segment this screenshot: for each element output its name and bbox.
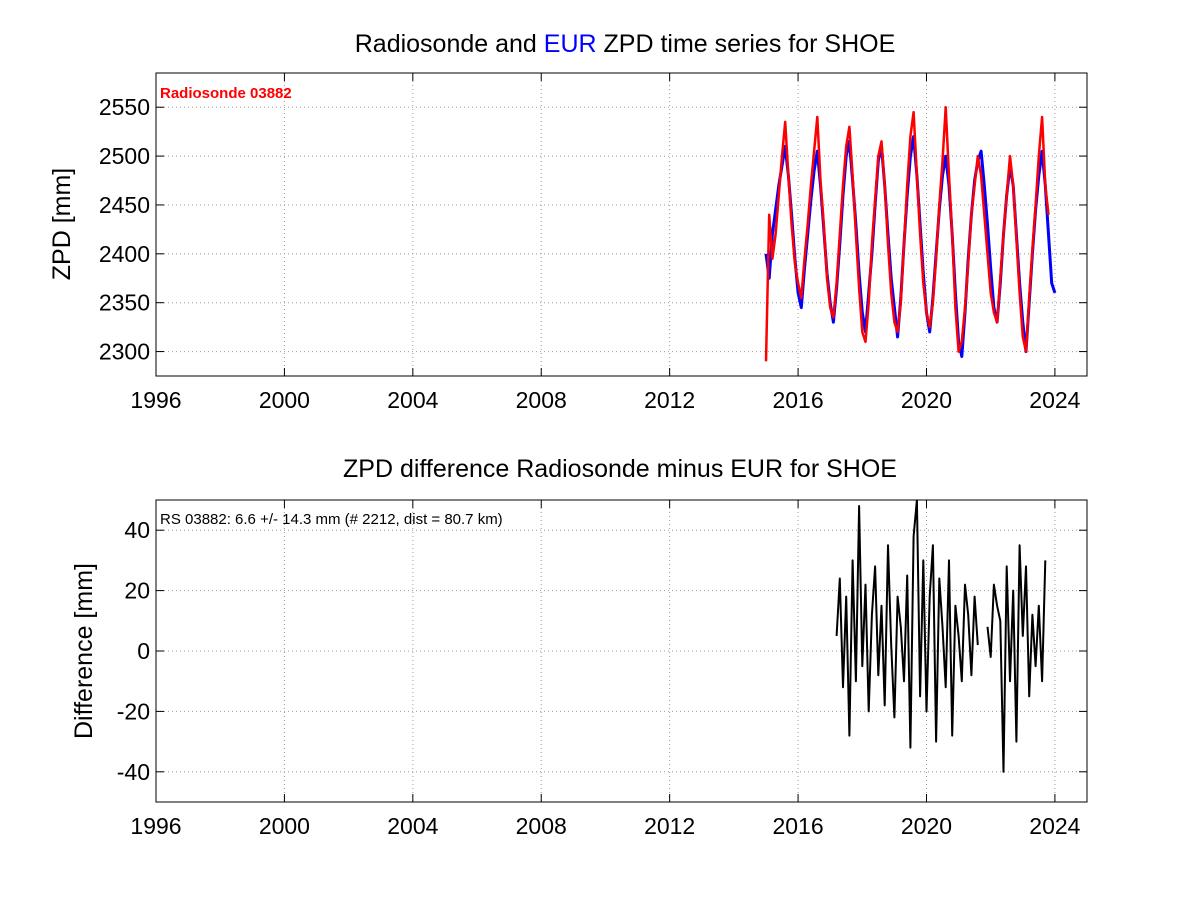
top-x-tick-label: 1996 bbox=[130, 387, 181, 413]
bottom-y-axis-label: Difference [mm] bbox=[70, 563, 98, 739]
bottom-series-difference-line bbox=[835, 500, 979, 749]
top-x-tick-label: 2020 bbox=[901, 387, 952, 413]
top-chart-title: Radiosonde and EUR ZPD time series for S… bbox=[355, 30, 896, 58]
top-y-tick-label: 2550 bbox=[99, 94, 150, 120]
top-annotation: Radiosonde 03882 bbox=[160, 85, 292, 102]
bottom-y-tick-label: 20 bbox=[124, 578, 150, 604]
bottom-y-tick-labels: -40 -20 0 20 40 bbox=[117, 517, 150, 785]
top-x-tick-label: 2024 bbox=[1029, 387, 1080, 413]
zpd-difference-panel: ZPD difference Radiosonde minus EUR for … bbox=[70, 455, 1088, 839]
bottom-title-text: ZPD difference Radiosonde minus EUR for … bbox=[343, 455, 897, 483]
top-x-tick-label: 2008 bbox=[516, 387, 567, 413]
bottom-x-tick-label: 2008 bbox=[516, 813, 567, 839]
bottom-y-tick-label: 40 bbox=[124, 517, 150, 543]
top-x-tick-label: 2004 bbox=[387, 387, 438, 413]
bottom-series-difference-line bbox=[986, 544, 1047, 773]
top-axes-frame bbox=[155, 72, 1088, 377]
bottom-x-tick-label: 2016 bbox=[772, 813, 823, 839]
title-part-3: ZPD time series for SHOE bbox=[597, 30, 896, 58]
bottom-x-tick-label: 2004 bbox=[387, 813, 438, 839]
title-part-2-eur: EUR bbox=[544, 30, 597, 58]
bottom-x-tick-label: 1996 bbox=[130, 813, 181, 839]
top-x-tick-label: 2000 bbox=[259, 387, 310, 413]
zpd-time-series-panel: Radiosonde and EUR ZPD time series for S… bbox=[48, 30, 1088, 413]
top-series-group bbox=[764, 105, 1057, 362]
bottom-y-tick-label: -40 bbox=[117, 759, 150, 785]
top-y-tick-label: 2450 bbox=[99, 192, 150, 218]
bottom-x-tick-label: 2020 bbox=[901, 813, 952, 839]
top-x-tick-label: 2012 bbox=[644, 387, 695, 413]
bottom-x-tick-label: 2024 bbox=[1029, 813, 1080, 839]
top-grid bbox=[156, 73, 1087, 376]
bottom-x-tick-label: 2012 bbox=[644, 813, 695, 839]
top-y-axis-label: ZPD [mm] bbox=[48, 168, 76, 281]
bottom-chart-title: ZPD difference Radiosonde minus EUR for … bbox=[343, 455, 897, 483]
title-part-1: Radiosonde and bbox=[355, 30, 544, 58]
bottom-series-group bbox=[835, 500, 1047, 773]
top-y-tick-label: 2400 bbox=[99, 241, 150, 267]
top-y-tick-label: 2500 bbox=[99, 143, 150, 169]
top-y-tick-label: 2300 bbox=[99, 339, 150, 365]
top-series-radiosonde-03882-line bbox=[764, 105, 1050, 362]
bottom-x-tick-labels: 1996 2000 2004 2008 2012 2016 2020 2024 bbox=[130, 813, 1080, 839]
top-y-tick-label: 2350 bbox=[99, 290, 150, 316]
bottom-y-tick-label: 0 bbox=[137, 638, 150, 664]
bottom-y-tick-label: -20 bbox=[117, 698, 150, 724]
top-x-tick-label: 2016 bbox=[772, 387, 823, 413]
top-y-tick-labels: 2300 2350 2400 2450 2500 2550 bbox=[99, 94, 150, 364]
top-ticks bbox=[155, 73, 1087, 376]
bottom-annotation: RS 03882: 6.6 +/- 14.3 mm (# 2212, dist … bbox=[160, 511, 503, 528]
top-x-tick-labels: 1996 2000 2004 2008 2012 2016 2020 2024 bbox=[130, 387, 1080, 413]
bottom-x-tick-label: 2000 bbox=[259, 813, 310, 839]
bottom-ticks bbox=[155, 500, 1087, 802]
